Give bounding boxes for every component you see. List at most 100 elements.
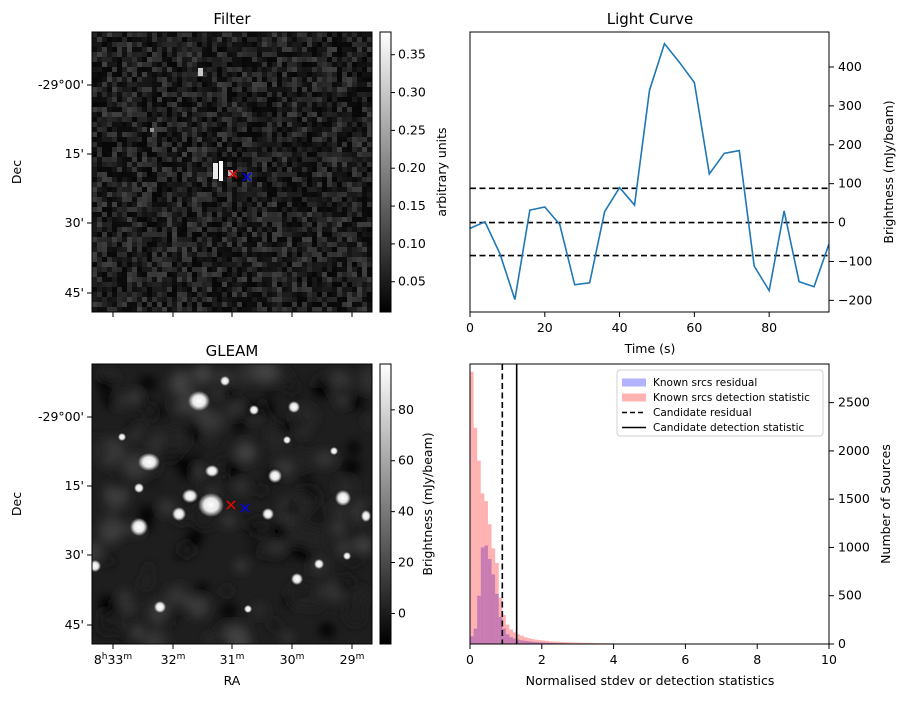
light-curve-frame	[470, 32, 829, 312]
light-curve-y-label: Brightness (mJy/beam)	[881, 100, 896, 243]
dec-tick-label: 45'	[65, 617, 84, 632]
dec-tick-label: 15'	[65, 478, 84, 493]
gleam-source	[268, 469, 282, 483]
histogram-bar	[484, 501, 488, 644]
lc-x-tick-label: 60	[686, 320, 702, 335]
lc-y-tick-label: 400	[838, 59, 862, 74]
gleam-x-label: RA	[224, 673, 241, 688]
ra-tick-label: 31m	[220, 652, 245, 667]
gleam-source	[172, 507, 186, 521]
lc-y-tick-label: 300	[838, 98, 862, 113]
hist-x-tick-label: 0	[466, 652, 474, 667]
gleam-y-ticks: -29°00' 15' 30' 45'	[38, 409, 92, 632]
gleam-source	[335, 490, 351, 506]
ra-tick-label: 29m	[340, 652, 365, 667]
colorbar-tick-label: 0.05	[398, 274, 426, 289]
lc-y-tick-label: −100	[838, 253, 872, 268]
gleam-source	[343, 552, 351, 560]
filter-y-ticks: -29°00' 15' 30' 45'	[38, 77, 92, 300]
filter-x-ticks	[113, 312, 352, 317]
dec-tick-label: 30'	[65, 547, 84, 562]
colorbar-tick-label: 80	[398, 402, 414, 417]
histogram-bar	[509, 630, 513, 644]
histogram-bar	[492, 548, 496, 644]
gleam-y-label: Dec	[9, 492, 24, 516]
hist-y-tick-label: 2000	[838, 443, 870, 458]
hist-x-tick-label: 8	[753, 652, 761, 667]
filter-y-label: Dec	[9, 160, 24, 184]
colorbar-tick-label: 0.20	[398, 160, 426, 175]
legend-entry-label: Known srcs detection statistic	[653, 392, 810, 404]
colorbar-tick-label: 0.25	[398, 122, 426, 137]
hist-y-tick-label: 1500	[838, 491, 870, 506]
gleam-source	[330, 447, 338, 455]
ra-tick-label: 8h33m	[94, 652, 132, 667]
hist-y-tick-label: 0	[838, 636, 846, 651]
gleam-source	[188, 391, 210, 411]
colorbar-tick-label: 0.35	[398, 47, 426, 62]
gleam-source	[118, 433, 126, 441]
gleam-source	[134, 483, 144, 493]
filter-image	[92, 32, 372, 312]
dec-tick-label: -29°00'	[38, 77, 84, 92]
histogram-bar	[488, 524, 492, 644]
histogram-bar	[520, 636, 524, 644]
ra-tick-label: 32m	[161, 652, 186, 667]
colorbar-tick-label: 20	[398, 555, 414, 570]
gleam-colorbar	[380, 364, 391, 644]
histogram-bar	[542, 641, 546, 644]
hist-y-tick-label: 1000	[838, 539, 870, 554]
gleam-source	[182, 489, 198, 503]
dec-tick-label: 45'	[65, 285, 84, 300]
legend-swatch	[622, 379, 646, 387]
colorbar-tick-label: 0.15	[398, 198, 426, 213]
legend-swatch	[622, 394, 646, 402]
light-curve-title: Light Curve	[607, 10, 693, 28]
colorbar-tick-label: 40	[398, 504, 414, 519]
histogram-bar	[506, 625, 510, 644]
gleam-source	[283, 436, 291, 444]
histogram-plot	[470, 364, 614, 644]
gleam-source	[205, 465, 219, 477]
colorbar-tick-label: 0	[398, 605, 406, 620]
lc-y-tick-label: 100	[838, 176, 862, 191]
gleam-source	[130, 518, 148, 536]
lc-y-tick-label: 200	[838, 137, 862, 152]
gleam-source	[288, 401, 300, 413]
gleam-source	[262, 508, 274, 520]
light-curve-series-line	[470, 44, 829, 300]
hist-x-tick-label: 4	[610, 652, 618, 667]
gleam-source	[154, 601, 166, 613]
histogram-bar	[524, 637, 528, 644]
dec-tick-label: 15'	[65, 146, 84, 161]
filter-colorbar	[380, 32, 391, 312]
gleam-source	[138, 453, 160, 471]
gleam-source	[249, 405, 259, 415]
light-curve-x-label: Time (s)	[624, 341, 676, 356]
gleam-title: GLEAM	[206, 342, 259, 360]
histogram-bar	[535, 640, 539, 644]
filter-title: Filter	[213, 10, 251, 28]
dec-tick-label: 30'	[65, 215, 84, 230]
dec-tick-label: -29°00'	[38, 409, 84, 424]
histogram-series-1	[470, 372, 614, 644]
lc-x-tick-label: 20	[537, 320, 553, 335]
hist-y-tick-label: 2500	[838, 395, 870, 410]
histogram-x-label: Normalised stdev or detection statistics	[526, 673, 775, 688]
legend-entry-label: Candidate residual	[653, 407, 752, 419]
colorbar-tick-label: 0.30	[398, 85, 426, 100]
filter-colorbar-ticks: 0.050.100.150.200.250.300.35	[391, 47, 426, 289]
lc-x-tick-label: 0	[466, 320, 474, 335]
gleam-source	[198, 493, 224, 517]
histogram-bar	[470, 372, 474, 644]
gleam-source	[89, 560, 101, 572]
